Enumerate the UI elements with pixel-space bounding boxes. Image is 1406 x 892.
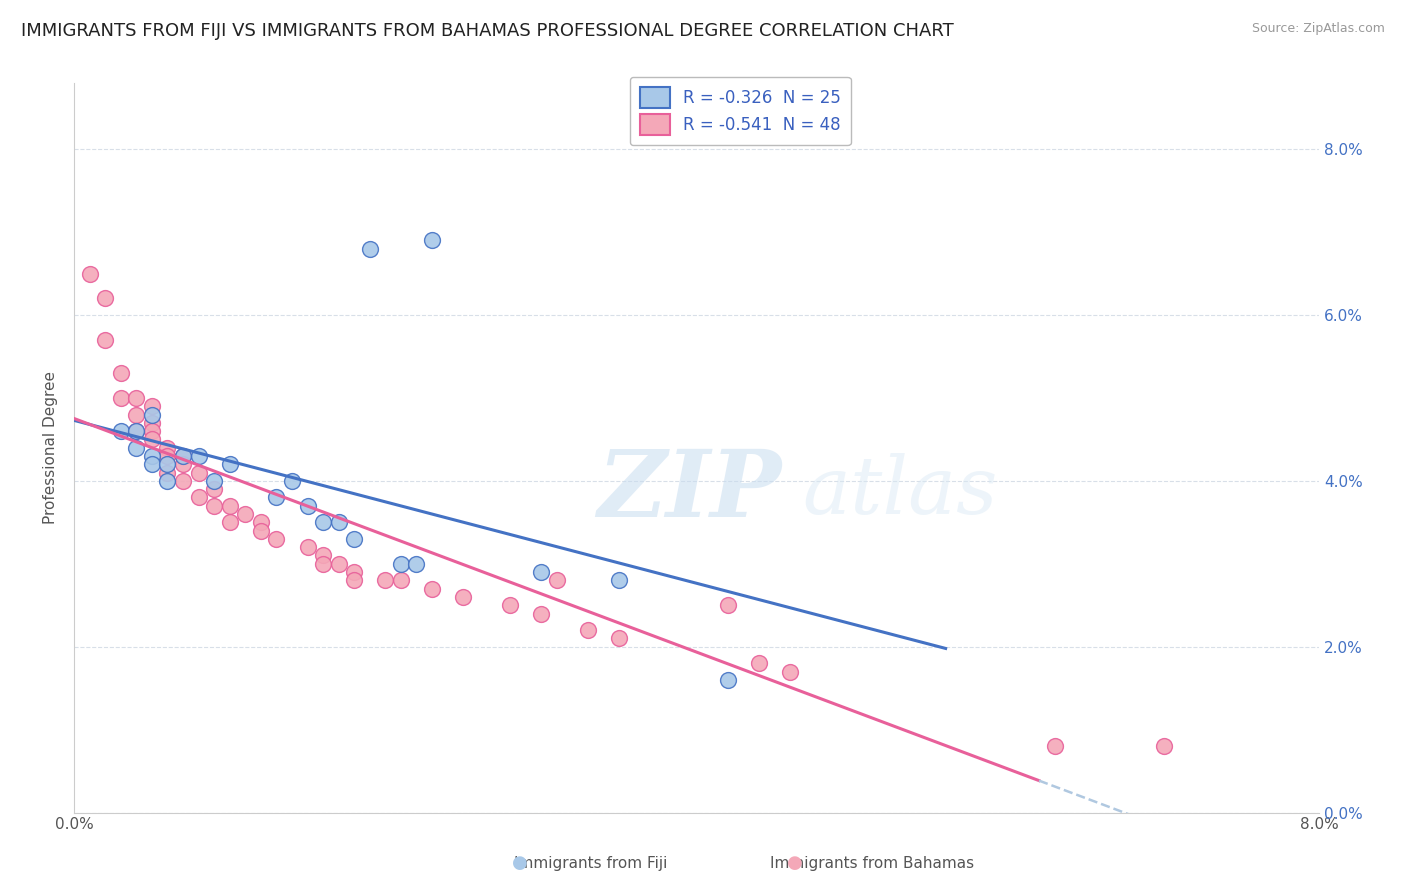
- Point: [125, 424, 148, 438]
- Point: [420, 582, 443, 596]
- Point: [266, 491, 288, 505]
- Text: Source: ZipAtlas.com: Source: ZipAtlas.com: [1251, 22, 1385, 36]
- Text: Immigrants from Bahamas: Immigrants from Bahamas: [769, 856, 974, 871]
- Point: [141, 449, 163, 463]
- Point: [530, 565, 553, 579]
- Text: ●: ●: [512, 855, 529, 872]
- Point: [233, 507, 256, 521]
- Point: [281, 474, 304, 488]
- Point: [141, 457, 163, 471]
- Point: [110, 391, 132, 405]
- Point: [312, 557, 335, 571]
- Text: ●: ●: [786, 855, 803, 872]
- Y-axis label: Professional Degree: Professional Degree: [44, 371, 58, 524]
- Point: [328, 516, 350, 530]
- Legend: R = -0.326  N = 25, R = -0.541  N = 48: R = -0.326 N = 25, R = -0.541 N = 48: [630, 77, 851, 145]
- Point: [546, 574, 568, 588]
- Point: [141, 433, 163, 447]
- Point: [172, 457, 194, 471]
- Point: [530, 607, 553, 621]
- Point: [156, 474, 179, 488]
- Point: [172, 449, 194, 463]
- Point: [250, 516, 273, 530]
- Point: [576, 623, 599, 637]
- Point: [125, 391, 148, 405]
- Point: [359, 242, 381, 256]
- Point: [297, 499, 319, 513]
- Point: [94, 333, 117, 347]
- Point: [218, 516, 240, 530]
- Text: ZIP: ZIP: [598, 447, 782, 536]
- Point: [125, 424, 148, 438]
- Point: [94, 292, 117, 306]
- Point: [172, 474, 194, 488]
- Point: [607, 574, 630, 588]
- Point: [141, 424, 163, 438]
- Point: [172, 449, 194, 463]
- Point: [297, 540, 319, 554]
- Point: [451, 590, 474, 604]
- Point: [717, 673, 740, 687]
- Point: [156, 441, 179, 455]
- Point: [110, 424, 132, 438]
- Point: [156, 449, 179, 463]
- Point: [156, 466, 179, 480]
- Point: [607, 632, 630, 646]
- Point: [374, 574, 396, 588]
- Point: [187, 449, 209, 463]
- Point: [312, 516, 335, 530]
- Point: [250, 524, 273, 538]
- Point: [748, 657, 770, 671]
- Point: [141, 399, 163, 413]
- Point: [202, 499, 225, 513]
- Point: [187, 491, 209, 505]
- Point: [779, 665, 801, 679]
- Point: [79, 267, 101, 281]
- Text: atlas: atlas: [803, 453, 998, 530]
- Point: [717, 599, 740, 613]
- Point: [202, 482, 225, 496]
- Point: [110, 366, 132, 380]
- Point: [312, 549, 335, 563]
- Text: IMMIGRANTS FROM FIJI VS IMMIGRANTS FROM BAHAMAS PROFESSIONAL DEGREE CORRELATION : IMMIGRANTS FROM FIJI VS IMMIGRANTS FROM …: [21, 22, 953, 40]
- Point: [141, 416, 163, 430]
- Point: [141, 408, 163, 422]
- Point: [405, 557, 427, 571]
- Point: [125, 408, 148, 422]
- Point: [125, 441, 148, 455]
- Text: Immigrants from Fiji: Immigrants from Fiji: [513, 856, 668, 871]
- Point: [499, 599, 522, 613]
- Point: [343, 574, 366, 588]
- Point: [156, 457, 179, 471]
- Point: [389, 557, 412, 571]
- Point: [202, 474, 225, 488]
- Point: [343, 565, 366, 579]
- Point: [1153, 739, 1175, 754]
- Point: [389, 574, 412, 588]
- Point: [328, 557, 350, 571]
- Point: [218, 499, 240, 513]
- Point: [187, 466, 209, 480]
- Point: [1043, 739, 1066, 754]
- Point: [218, 457, 240, 471]
- Point: [266, 532, 288, 546]
- Point: [420, 233, 443, 247]
- Point: [343, 532, 366, 546]
